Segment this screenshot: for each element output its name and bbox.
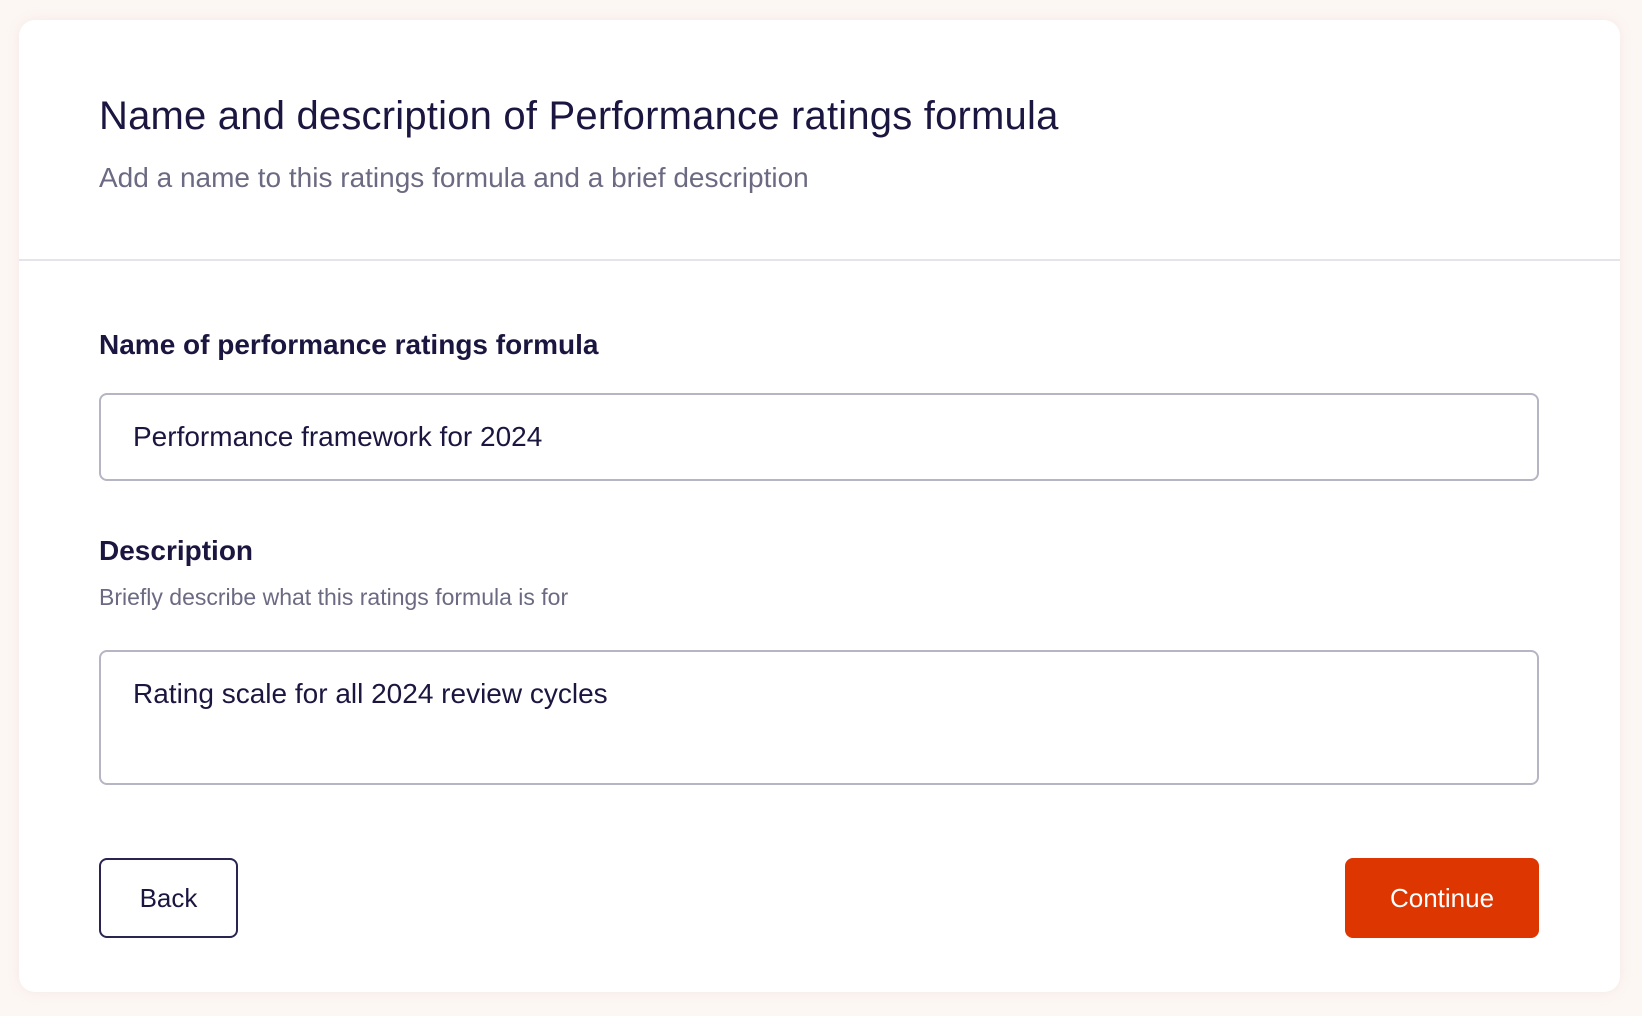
page-subtitle: Add a name to this ratings formula and a… (99, 162, 809, 193)
card-header: Name and description of Performance rati… (19, 20, 1620, 261)
continue-button[interactable]: Continue (1345, 858, 1539, 938)
name-field-label: Name of performance ratings formula (99, 329, 599, 360)
description-hint: Briefly describe what this ratings formu… (99, 584, 569, 610)
description-input[interactable]: Rating scale for all 2024 review cycles (99, 650, 1539, 785)
page-title: Name and description of Performance rati… (99, 94, 1059, 138)
back-button[interactable]: Back (99, 858, 238, 938)
form-body: Name of performance ratings formula Desc… (19, 261, 1620, 990)
formula-details-card: Name and description of Performance rati… (19, 20, 1620, 992)
name-input[interactable] (99, 393, 1539, 481)
description-field-label: Description (99, 535, 254, 566)
